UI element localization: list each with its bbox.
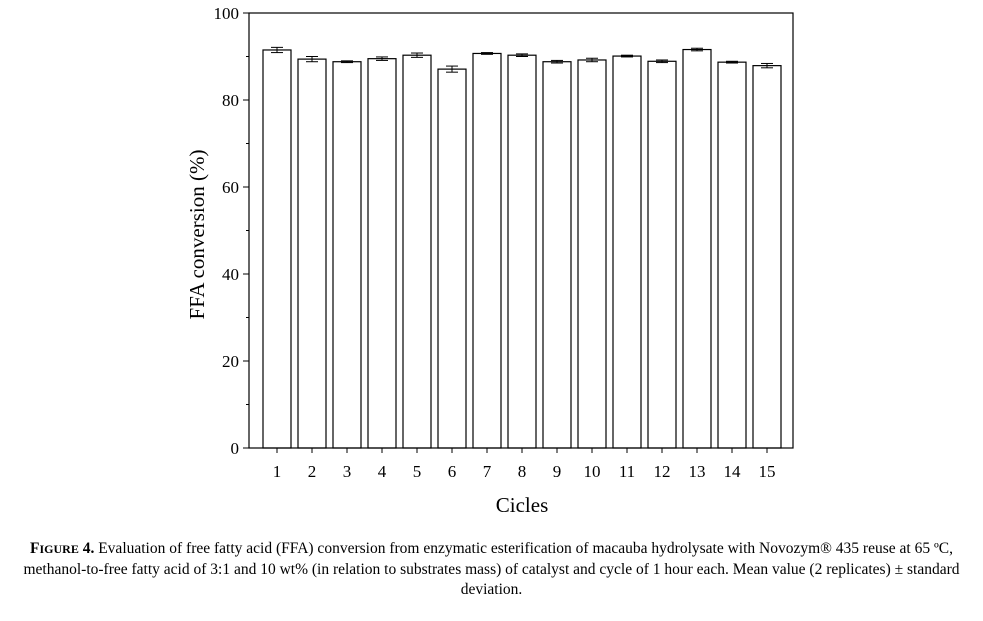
x-tick-label-5: 5 (413, 462, 422, 481)
x-tick-label-15: 15 (759, 462, 776, 481)
x-tick-label-10: 10 (584, 462, 601, 481)
y-axis-ticks: 0 20 40 60 80 100 (214, 4, 249, 458)
x-tick-label-1: 1 (273, 462, 282, 481)
x-tick-label-9: 9 (553, 462, 562, 481)
plot-frame (248, 12, 794, 449)
bar-3 (332, 61, 362, 449)
x-axis-ticks: 1 2 3 4 5 6 7 8 9 10 11 12 13 14 15 (273, 448, 776, 481)
x-tick-label-8: 8 (518, 462, 527, 481)
figure-caption: Figure 4. Evaluation of free fatty acid … (0, 539, 983, 601)
x-tick-label-2: 2 (308, 462, 317, 481)
x-tick-label-4: 4 (378, 462, 387, 481)
bar-8 (507, 54, 537, 449)
bar-7 (472, 52, 502, 449)
figure-caption-text: Evaluation of free fatty acid (FFA) conv… (23, 540, 960, 598)
x-tick-label-11: 11 (619, 462, 635, 481)
bar-13 (682, 48, 712, 449)
x-tick-label-14: 14 (724, 462, 742, 481)
y-tick-label-20: 20 (222, 352, 239, 371)
bar-11 (612, 55, 642, 449)
figure-label-number: 4. (78, 540, 95, 557)
y-tick-label-60: 60 (222, 178, 239, 197)
bar-10 (577, 59, 607, 449)
x-axis-label: Cicles (496, 493, 549, 517)
figure-label-rest: igure (39, 542, 79, 556)
figure-label: Figure 4. (30, 540, 94, 557)
bar-9 (542, 61, 572, 449)
bar-6 (437, 68, 467, 449)
x-tick-label-13: 13 (689, 462, 706, 481)
x-tick-label-3: 3 (343, 462, 352, 481)
bar-12 (647, 60, 677, 449)
x-tick-label-7: 7 (483, 462, 492, 481)
error-bars-group (271, 46, 773, 73)
bar-4 (367, 58, 397, 449)
y-tick-label-0: 0 (231, 439, 240, 458)
bar-2 (297, 58, 327, 449)
bar-14 (717, 61, 747, 449)
y-tick-label-80: 80 (222, 91, 239, 110)
y-tick-label-100: 100 (214, 4, 240, 23)
bar-1 (262, 49, 292, 449)
bar-15 (752, 65, 782, 449)
y-tick-label-40: 40 (222, 265, 239, 284)
y-axis-label: FFA conversion (%) (185, 150, 209, 320)
x-tick-label-6: 6 (448, 462, 457, 481)
bar-5 (402, 54, 432, 449)
figure-label-initial: F (30, 540, 40, 557)
bars-group (262, 48, 782, 449)
x-tick-label-12: 12 (654, 462, 671, 481)
